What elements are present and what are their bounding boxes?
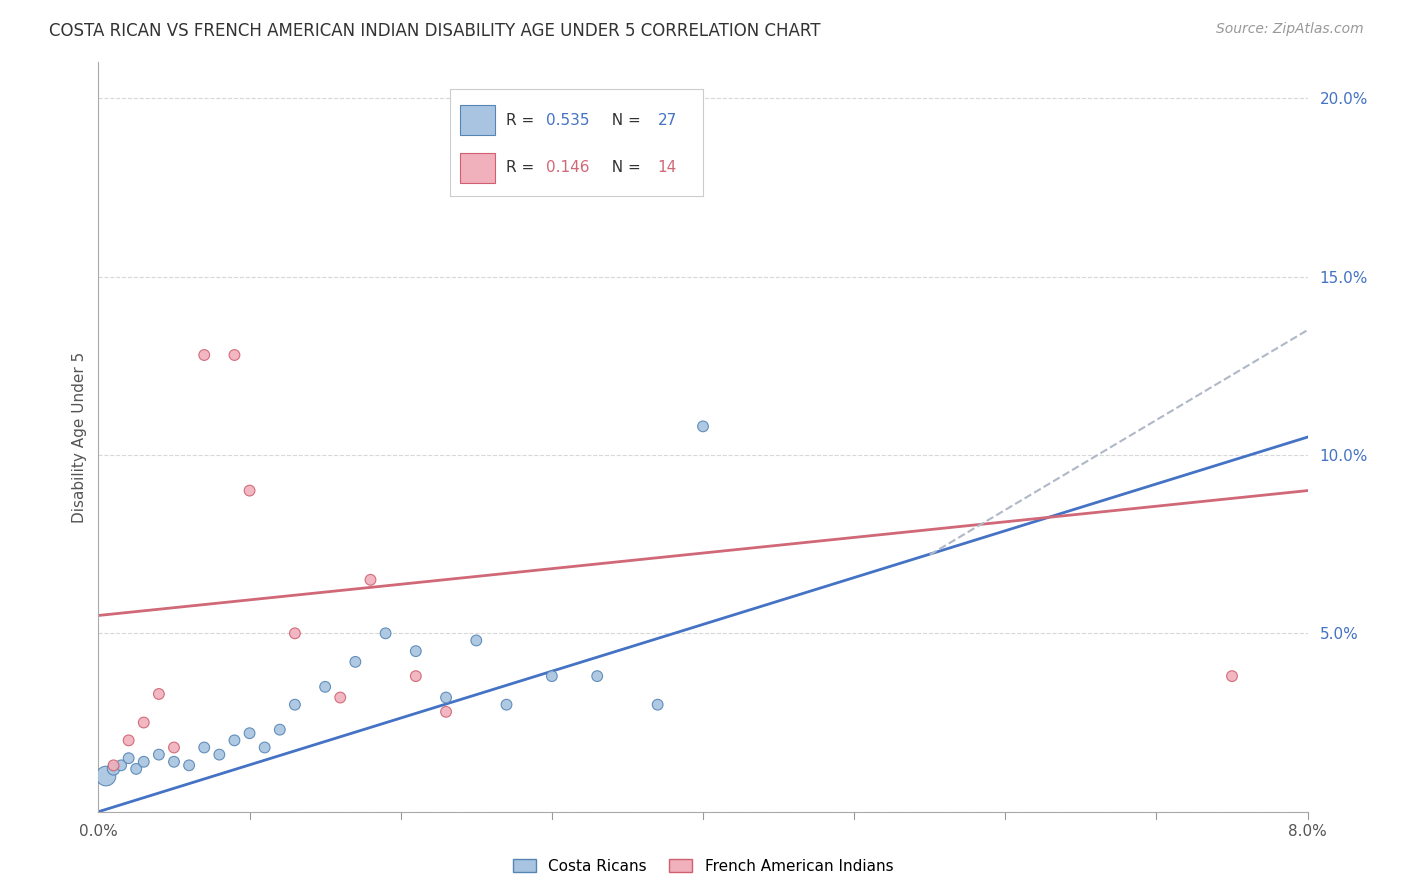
Point (344, 655, 367, 669)
Point (374, 626, 396, 640)
Point (405, 669, 427, 683)
Point (193, 740, 215, 755)
Point (148, 747, 170, 762)
Point (434, 690, 457, 705)
Point (239, 726, 262, 740)
Point (125, 762, 148, 776)
Point (94, 769, 117, 783)
Point (179, 758, 201, 772)
Point (329, 690, 352, 705)
Point (193, 348, 215, 362)
Point (110, 758, 132, 772)
Point (586, 669, 609, 683)
Point (360, 573, 382, 587)
FancyBboxPatch shape (460, 105, 495, 136)
Text: Source: ZipAtlas.com: Source: ZipAtlas.com (1216, 22, 1364, 37)
Point (647, 698, 669, 712)
Point (208, 747, 231, 762)
Point (540, 669, 562, 683)
Point (434, 705, 457, 719)
Point (495, 698, 517, 712)
Point (1220, 669, 1243, 683)
Point (692, 419, 714, 434)
Point (314, 680, 336, 694)
Point (148, 687, 170, 701)
Point (224, 733, 246, 747)
Point (163, 755, 186, 769)
Point (465, 633, 488, 648)
Point (118, 751, 141, 765)
Point (253, 740, 276, 755)
Point (132, 755, 155, 769)
Text: 14: 14 (658, 160, 676, 175)
Point (405, 644, 427, 658)
Text: 27: 27 (658, 112, 676, 128)
Text: R =: R = (506, 112, 538, 128)
Point (118, 733, 141, 747)
Text: 0.535: 0.535 (546, 112, 589, 128)
Text: COSTA RICAN VS FRENCH AMERICAN INDIAN DISABILITY AGE UNDER 5 CORRELATION CHART: COSTA RICAN VS FRENCH AMERICAN INDIAN DI… (49, 22, 821, 40)
Point (284, 626, 307, 640)
Text: R =: R = (506, 160, 538, 175)
Text: 0.146: 0.146 (546, 160, 589, 175)
Y-axis label: Disability Age Under 5: Disability Age Under 5 (72, 351, 87, 523)
Point (103, 762, 125, 776)
Text: N =: N = (602, 160, 645, 175)
Point (239, 483, 262, 498)
Point (163, 740, 186, 755)
Point (269, 723, 291, 737)
Text: N =: N = (602, 112, 645, 128)
Point (284, 698, 307, 712)
Point (132, 715, 155, 730)
FancyBboxPatch shape (460, 153, 495, 184)
Legend: Costa Ricans, French American Indians: Costa Ricans, French American Indians (506, 853, 900, 880)
Point (103, 758, 125, 772)
Point (224, 348, 246, 362)
